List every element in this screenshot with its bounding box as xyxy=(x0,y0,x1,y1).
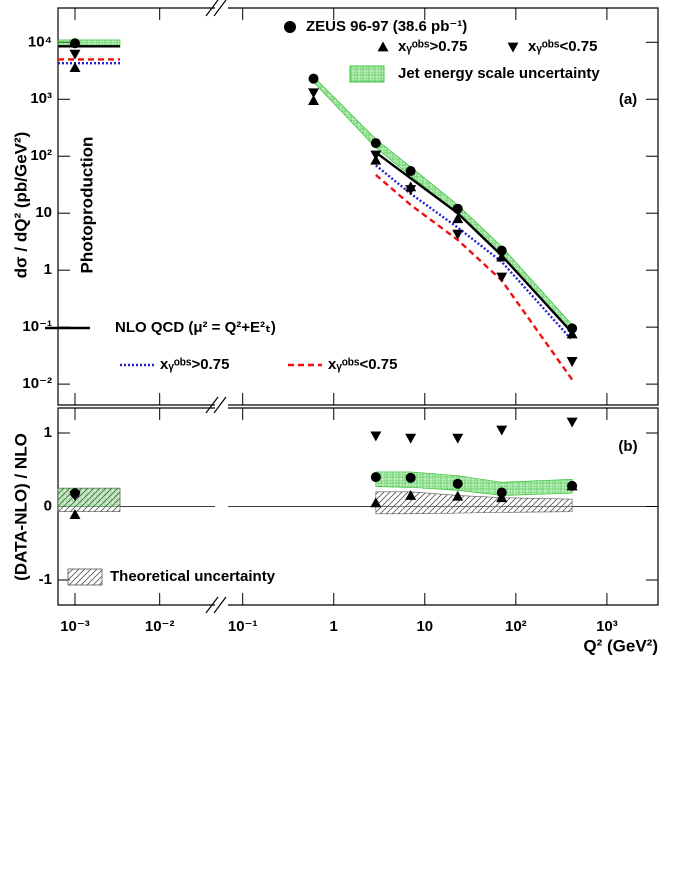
legend-marker xyxy=(507,42,519,53)
data-point xyxy=(566,480,578,491)
data-point xyxy=(405,433,417,444)
data-point xyxy=(452,203,463,214)
x-tick-label: 10³ xyxy=(596,618,618,635)
uncertainty-band xyxy=(375,491,573,515)
legend-label: xᵧᵒᵇˢ<0.75 xyxy=(528,38,597,55)
data-point xyxy=(496,245,507,256)
data-point xyxy=(69,62,81,72)
panel-label: (b) xyxy=(618,438,637,455)
data-point xyxy=(370,472,381,483)
data-point xyxy=(405,472,416,483)
y-tick-label: 10⁴ xyxy=(28,33,52,50)
x-tick-label: 10⁻³ xyxy=(60,618,90,635)
legend-label: xᵧᵒᵇˢ>0.75 xyxy=(160,356,229,373)
uncertainty-band xyxy=(313,75,573,334)
uncertainty-band xyxy=(375,471,573,496)
y-axis-title-b: (DATA-NLO) / NLO xyxy=(11,433,30,581)
legend-swatch xyxy=(349,65,385,83)
photoproduction-label: Photoproduction xyxy=(77,137,96,274)
legend-label: ZEUS 96-97 (38.6 pb⁻¹) xyxy=(306,18,467,35)
x-tick-label: 10⁻¹ xyxy=(228,618,258,635)
y-tick-label: 10² xyxy=(30,147,52,164)
x-axis-title: Q² (GeV²) xyxy=(583,636,658,655)
legend-label: Theoretical uncertainty xyxy=(110,568,276,585)
data-point xyxy=(308,73,319,84)
data-point xyxy=(308,88,320,99)
panel-label: (a) xyxy=(619,91,637,108)
legend-label: Jet energy scale uncertainty xyxy=(398,65,600,82)
uncertainty-band xyxy=(57,487,121,512)
y-tick-label: 10 xyxy=(35,204,52,221)
data-point xyxy=(452,478,463,489)
data-point xyxy=(452,229,464,240)
data-point xyxy=(566,357,578,367)
x-tick-label: 10² xyxy=(505,618,527,635)
panel-a-frame xyxy=(57,7,659,406)
x-tick-label: 10 xyxy=(416,618,433,635)
data-point xyxy=(496,425,508,436)
data-point xyxy=(370,497,382,508)
y-tick-label: 10³ xyxy=(30,90,52,107)
data-point xyxy=(69,49,81,60)
nlo-curve xyxy=(375,174,574,381)
y-tick-label: 1 xyxy=(44,424,52,441)
data-point xyxy=(566,417,578,428)
legend-swatch xyxy=(67,568,103,586)
x-tick-label: 10⁻² xyxy=(145,618,175,635)
legend-label: NLO QCD (μ² = Q²+E²ₜ) xyxy=(115,319,276,336)
data-point xyxy=(567,323,578,334)
axis-break-marks xyxy=(205,0,227,614)
data-point xyxy=(496,492,508,503)
legend-marker xyxy=(377,41,389,52)
y-tick-label: -1 xyxy=(39,571,52,588)
data-point xyxy=(566,328,578,339)
data-point xyxy=(452,433,464,444)
data-point xyxy=(452,490,464,501)
y-tick-label: 10⁻² xyxy=(22,375,52,392)
x-tick-label: 1 xyxy=(330,618,338,635)
legend-label: xᵧᵒᵇˢ<0.75 xyxy=(328,356,397,373)
data-point xyxy=(370,431,382,442)
data-point xyxy=(405,166,416,177)
data-point xyxy=(69,509,81,519)
data-point xyxy=(496,251,508,262)
data-point xyxy=(308,95,320,105)
nlo-curve xyxy=(375,164,574,342)
data-point xyxy=(496,272,508,283)
nlo-curve xyxy=(375,151,574,334)
data-point xyxy=(405,489,417,500)
data-point xyxy=(370,150,382,161)
y-axis-title-a: dσ / dQ² (pb/GeV²) xyxy=(11,132,30,279)
y-tick-label: 10⁻¹ xyxy=(22,318,52,335)
legend-marker xyxy=(284,21,296,33)
data-point xyxy=(69,38,80,49)
data-point xyxy=(452,213,464,224)
data-point xyxy=(69,491,81,501)
legend-label: xᵧᵒᵇˢ>0.75 xyxy=(398,38,467,55)
data-point xyxy=(405,185,417,196)
y-tick-label: 1 xyxy=(44,261,52,278)
y-tick-label: 0 xyxy=(44,497,52,514)
data-point xyxy=(370,138,381,149)
